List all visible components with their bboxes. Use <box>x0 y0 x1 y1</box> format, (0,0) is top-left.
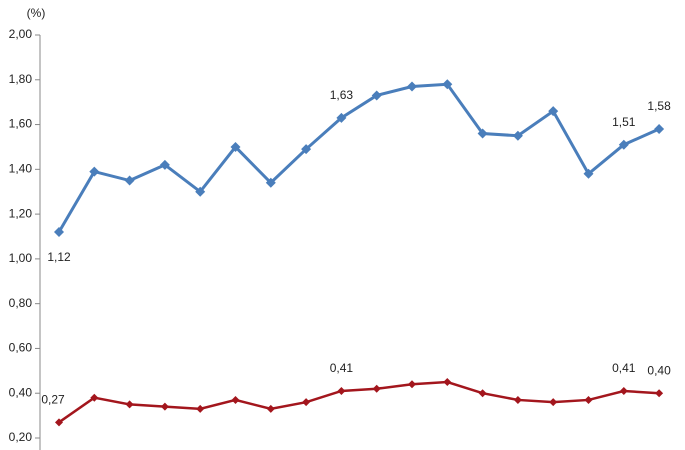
y-tick-label: 1,60 <box>9 117 33 131</box>
point-marker <box>513 395 522 404</box>
point-marker <box>619 386 628 395</box>
data-label: 0,41 <box>612 361 636 375</box>
point-marker <box>301 144 312 155</box>
y-tick-label: 0,60 <box>9 341 33 355</box>
point-marker <box>548 106 559 117</box>
data-label: 1,12 <box>47 250 71 264</box>
point-marker <box>584 395 593 404</box>
point-marker <box>655 389 664 398</box>
unit-label: (%) <box>27 6 46 20</box>
point-marker <box>55 418 63 427</box>
point-marker <box>336 112 347 123</box>
point-marker <box>512 130 523 141</box>
point-marker <box>265 177 276 188</box>
point-marker <box>442 79 453 90</box>
point-marker <box>124 175 135 186</box>
y-tick-label: 0,80 <box>9 296 33 310</box>
point-marker <box>54 227 64 238</box>
y-tick-label: 1,80 <box>9 72 33 86</box>
point-marker <box>266 404 275 413</box>
point-marker <box>408 380 416 389</box>
point-marker <box>159 159 170 170</box>
point-marker <box>230 141 241 152</box>
point-marker <box>231 395 240 404</box>
data-label: 1,58 <box>647 99 671 113</box>
point-marker <box>89 166 100 177</box>
point-marker <box>337 386 346 395</box>
data-label: 0,40 <box>647 363 671 377</box>
data-label: 0,41 <box>330 361 354 375</box>
y-tick-label: 2,00 <box>9 27 33 41</box>
point-marker <box>549 398 558 407</box>
point-marker <box>196 404 205 413</box>
data-label: 1,63 <box>330 88 354 102</box>
point-marker <box>407 81 417 92</box>
point-marker <box>443 378 452 387</box>
point-marker <box>195 186 206 197</box>
data-label: 1,51 <box>612 115 636 129</box>
point-marker <box>477 128 488 139</box>
point-marker <box>371 90 382 101</box>
series-line <box>58 380 660 424</box>
y-tick-label: 1,20 <box>9 206 33 220</box>
y-tick-label: 0,20 <box>9 430 33 444</box>
point-marker <box>372 384 381 393</box>
point-marker <box>90 393 99 402</box>
y-tick-label: 1,00 <box>9 251 33 265</box>
y-tick-label: 1,40 <box>9 162 33 176</box>
data-label: 0,27 <box>41 392 65 406</box>
point-marker <box>618 139 629 150</box>
y-tick-label: 0,40 <box>9 385 33 399</box>
point-marker <box>654 124 665 135</box>
point-marker <box>583 168 594 179</box>
series-line <box>57 82 660 233</box>
point-marker <box>478 389 487 398</box>
point-marker <box>302 398 311 407</box>
point-marker <box>160 402 169 411</box>
point-marker <box>125 400 134 409</box>
